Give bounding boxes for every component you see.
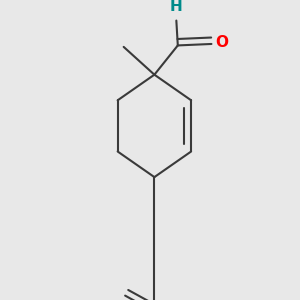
Text: H: H — [170, 0, 183, 14]
Text: O: O — [215, 35, 228, 50]
